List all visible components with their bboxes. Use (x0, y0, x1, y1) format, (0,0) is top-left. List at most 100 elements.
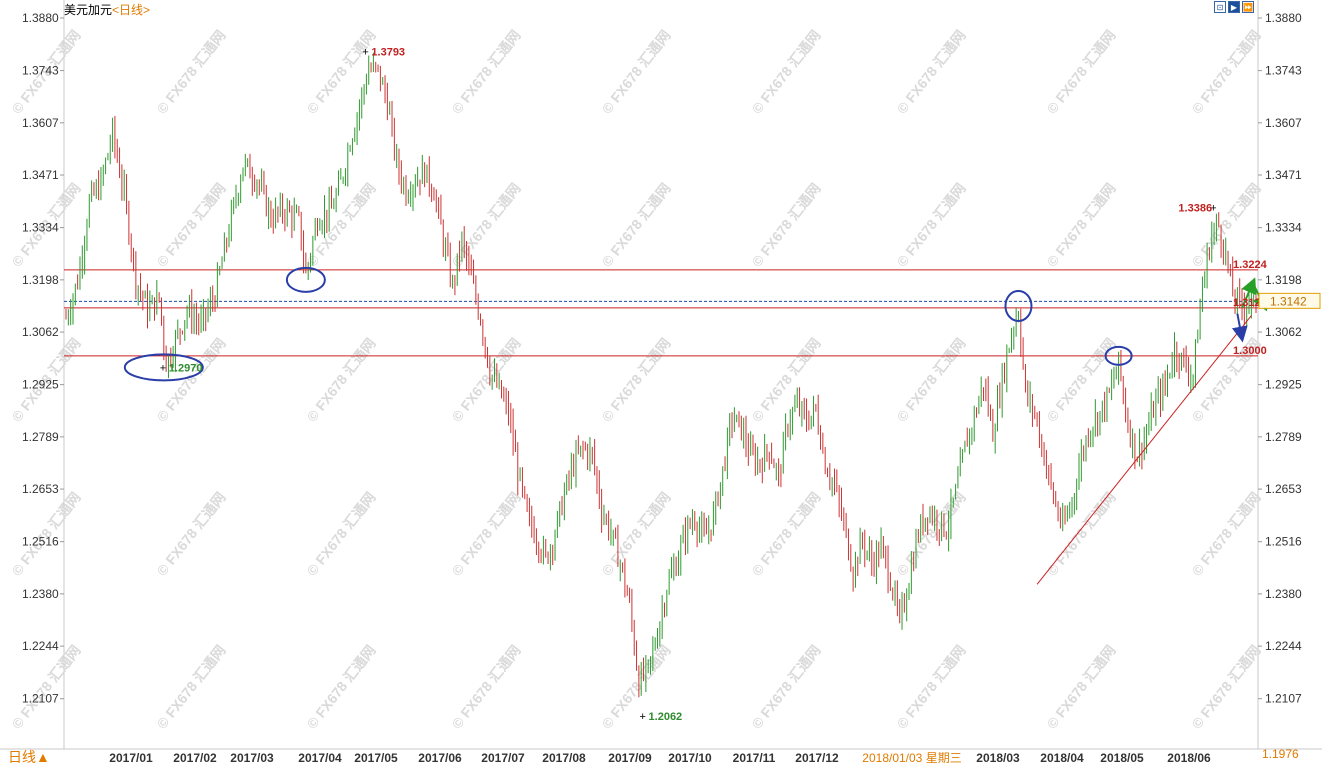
watermark-text: © FX678 汇通网 (894, 180, 969, 270)
x-tick-label: 2017/04 (298, 751, 342, 765)
period-label: <日线> (112, 3, 151, 17)
watermark-text: © FX678 汇通网 (749, 27, 824, 117)
x-tick-label: 2018/03 (976, 751, 1020, 765)
play-icon[interactable]: ▶ (1228, 1, 1240, 13)
watermark-text: © FX678 汇通网 (1044, 180, 1119, 270)
watermark-text: © FX678 汇通网 (599, 180, 674, 270)
price-annotation: 1.3000 (1233, 345, 1267, 357)
price-annotation: 1.3125 (1233, 297, 1267, 309)
current-price-box (1258, 292, 1321, 309)
y-tick-label-left: 1.3062 (22, 325, 59, 339)
watermark-text: © FX678 汇通网 (599, 489, 674, 579)
watermark-text: © FX678 汇通网 (894, 27, 969, 117)
price-marker-cross: + (160, 362, 166, 374)
bottom-right-value: 1.1976 (1262, 747, 1299, 761)
y-tick-label-left: 1.2516 (22, 535, 59, 549)
trendline (1036, 315, 1252, 585)
y-tick-label-left: 1.3334 (22, 221, 59, 235)
watermark-text: © FX678 汇通网 (304, 489, 379, 579)
watermark-text: © FX678 汇通网 (449, 489, 524, 579)
y-tick-label-right: 1.2516 (1265, 535, 1302, 549)
watermark-text: © FX678 汇通网 (449, 642, 524, 732)
y-tick-label-left: 1.2107 (22, 692, 59, 706)
watermark-text: © FX678 汇通网 (894, 642, 969, 732)
x-tick-label: 2018/01/03 星期三 (862, 751, 961, 765)
watermark-text: © FX678 汇通网 (1044, 27, 1119, 117)
watermark-text: © FX678 汇通网 (304, 335, 379, 425)
ohlc-bars (65, 52, 1257, 698)
axis-frame (0, 0, 1322, 750)
price-annotation: 1.2062 (649, 711, 683, 723)
watermark-text: © FX678 汇通网 (599, 27, 674, 117)
watermark-text: © FX678 汇通网 (449, 27, 524, 117)
highlight-ellipse (1104, 345, 1133, 366)
y-axis-left: 1.3880 1.3743 1.3607 1.3471 1.3334 1.3198 1.30… (22, 11, 64, 706)
watermark-text: © FX678 汇通网 (749, 180, 824, 270)
caret-up-icon: ▲ (36, 749, 50, 765)
x-tick-label: 2017/01 (109, 751, 153, 765)
highlight-ellipse (123, 353, 204, 382)
annotation-layer: +1.3793+ 1.2970+ 1.2062+1.33861.32241.3125… (123, 46, 1268, 723)
y-tick-label-right: 1.2925 (1265, 378, 1302, 392)
horizontal-levels (64, 269, 1258, 357)
x-tick-label: 2017/08 (542, 751, 586, 765)
watermark-text: © FX678 汇通网 (154, 489, 229, 579)
y-tick-label-left: 1.3471 (22, 168, 59, 182)
x-tick-label: 2018/04 (1040, 751, 1084, 765)
y-tick-label-right: 1.2244 (1265, 639, 1302, 653)
price-annotation: 1.3224 (1233, 259, 1268, 271)
y-tick-label-right: 1.2789 (1265, 430, 1302, 444)
x-tick-label: 2017/05 (354, 751, 398, 765)
highlight-ellipse (285, 266, 326, 293)
x-tick-label: 2017/11 (733, 751, 776, 765)
price-marker-cross: + (362, 46, 368, 58)
y-tick-label-right: 1.2653 (1265, 482, 1302, 496)
y-tick-label-left: 1.3743 (22, 64, 59, 78)
chart-title: 美元加元<日线> (64, 1, 150, 18)
y-tick-label-left: 1.2925 (22, 378, 59, 392)
forecast-arrow (1241, 277, 1257, 309)
y-tick-label-left: 1.3607 (22, 116, 59, 130)
watermark-text: © FX678 汇通网 (749, 642, 824, 732)
x-tick-label: 2018/05 (1100, 751, 1144, 765)
y-tick-label-right: 1.3471 (1265, 168, 1302, 182)
y-tick-label-right: 1.3062 (1265, 325, 1302, 339)
watermark-text: © FX678 汇通网 (304, 27, 379, 117)
y-tick-label-left: 1.3880 (22, 11, 59, 25)
x-tick-label: 2017/12 (795, 751, 839, 765)
y-tick-label-right: 1.3607 (1265, 116, 1302, 130)
x-tick-label: 2017/02 (173, 751, 217, 765)
watermark-text: © FX678 汇通网 (154, 180, 229, 270)
y-tick-label-right: 1.3743 (1265, 64, 1302, 78)
highlight-ellipse (1004, 289, 1033, 322)
price-marker-cross: + (1210, 203, 1216, 215)
y-tick-label-left: 1.2244 (22, 639, 59, 653)
watermark-text: © FX678 汇通网 (1189, 489, 1264, 579)
watermark-text: © FX678 汇通网 (449, 335, 524, 425)
y-tick-label-right: 1.3880 (1265, 11, 1302, 25)
y-tick-label-right: 1.3334 (1265, 221, 1302, 235)
period-selector-button[interactable]: 日线▲ (0, 748, 58, 767)
x-tick-label: 2017/06 (418, 751, 462, 765)
watermark-text: © FX678 汇通网 (894, 335, 969, 425)
zoom-icon[interactable]: ⊡ (1214, 1, 1226, 13)
watermark-text: © FX678 汇通网 (154, 27, 229, 117)
y-tick-label-right: 1.2107 (1265, 692, 1302, 706)
watermark-text: © FX678 汇通网 (894, 489, 969, 579)
current-price-label: 1.3142 (1270, 294, 1307, 308)
watermark-text: © FX678 汇通网 (749, 335, 824, 425)
x-tick-label: 2017/10 (668, 751, 712, 765)
y-tick-label-left: 1.2789 (22, 430, 59, 444)
price-annotation: 1.3793 (371, 46, 405, 58)
watermark-text: © FX678 汇通网 (1044, 489, 1119, 579)
price-annotation: 1.2970 (169, 362, 203, 374)
y-tick-label-left: 1.3198 (22, 273, 59, 287)
y-axis-right: 1.3880 1.3743 1.3607 1.3471 1.3334 1.3198 1.30… (1258, 11, 1321, 761)
y-tick-label-right: 1.2380 (1265, 587, 1302, 601)
fast-forward-icon[interactable]: ⏩ (1242, 1, 1254, 13)
watermark-text: © FX678 汇通网 (1189, 27, 1264, 117)
symbol-name: 美元加元 (64, 3, 113, 17)
x-tick-label: 2017/03 (230, 751, 274, 765)
watermark-text: © FX678 汇通网 (749, 489, 824, 579)
